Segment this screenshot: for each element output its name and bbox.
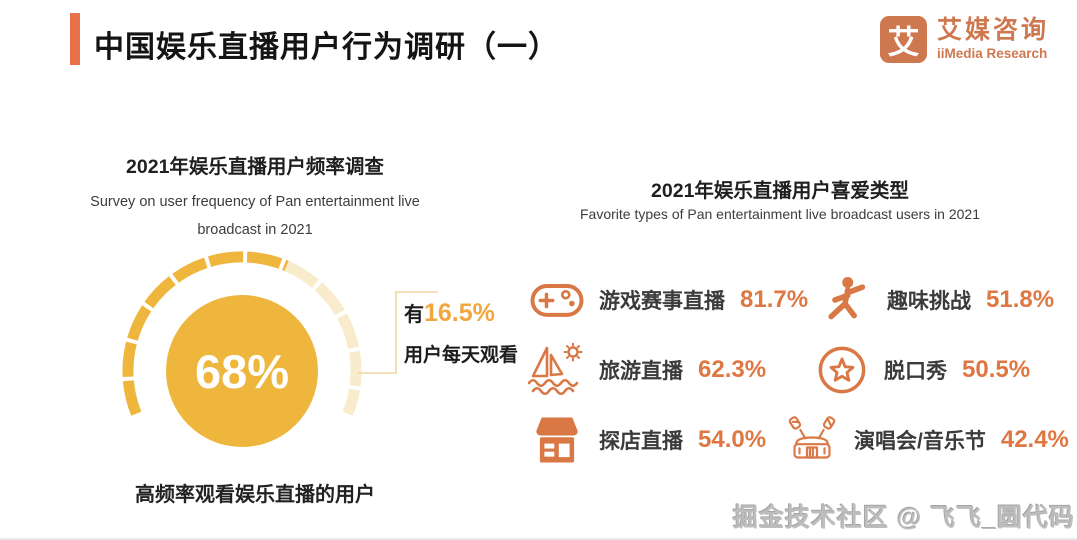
favorite-value: 62.3%	[698, 356, 767, 383]
favorite-item-shop: 探店直播 54.0%	[528, 409, 766, 471]
favorite-label: 旅游直播	[599, 360, 683, 383]
favorite-label: 游戏赛事直播	[599, 290, 725, 313]
iimedia-logo-icon: 艾	[879, 16, 927, 63]
left-chart-subtitle: Survey on user frequency of Pan entertai…	[90, 194, 420, 238]
favorite-label: 演唱会/音乐节	[854, 430, 986, 453]
gamepad-icon	[528, 278, 586, 322]
favorite-label: 脱口秀	[884, 360, 947, 383]
favorite-item-travel: 旅游直播 62.3%	[528, 339, 766, 401]
storefront-icon	[528, 415, 586, 465]
gauge-value: 68%	[195, 345, 289, 398]
gauge-annotation: 有16.5% 用户每天观看	[404, 298, 518, 367]
favorite-value: 51.8%	[986, 286, 1055, 313]
left-chart-title: 2021年娱乐直播用户频率调查	[126, 156, 384, 178]
logo-glyph: 艾	[887, 23, 920, 60]
watermark-text: 掘金技术社区 @ 飞飞_圆代码	[733, 504, 1076, 532]
annotation-value: 16.5%	[424, 299, 495, 327]
right-chart-subtitle: Favorite types of Pan entertainment live…	[580, 206, 980, 222]
logo-name-en: iiMedia Research	[936, 45, 1048, 61]
annotation-line1: 有16.5%	[404, 298, 518, 328]
favorite-label: 趣味挑战	[887, 290, 971, 313]
left-chart-caption: 高频率观看娱乐直播的用户	[135, 484, 375, 506]
title-accent-bar	[70, 13, 80, 65]
favorite-value: 81.7%	[740, 286, 809, 313]
favorite-item-concert: 演唱会/音乐节 42.4%	[783, 409, 1069, 471]
frequency-gauge-chart: 68%	[122, 251, 362, 447]
right-chart-title: 2021年娱乐直播用户喜爱类型	[651, 180, 909, 202]
star-badge-icon	[813, 345, 871, 395]
annotation-leader-line	[358, 291, 438, 374]
gauge-center-disc	[166, 295, 318, 447]
challenge-person-icon	[816, 275, 874, 325]
gauge-filled-arc	[122, 251, 289, 416]
favorite-value: 50.5%	[962, 356, 1031, 383]
logo-name-cn: 艾媒咨询	[936, 16, 1049, 45]
favorite-value: 42.4%	[1000, 426, 1069, 453]
favorite-item-challenge: 趣味挑战 51.8%	[816, 269, 1054, 331]
favorite-item-game: 游戏赛事直播 81.7%	[528, 269, 808, 331]
favorite-label: 探店直播	[599, 430, 683, 453]
logo-text: 艾媒咨询 iiMedia Research	[937, 17, 1049, 61]
favorite-value: 54.0%	[698, 426, 767, 453]
annotation-line2: 用户每天观看	[404, 345, 519, 366]
stage-icon	[783, 414, 841, 466]
sailboat-icon	[528, 343, 586, 397]
iimedia-logo: 艾 艾媒咨询 iiMedia Research	[879, 16, 1049, 63]
annotation-prefix: 有	[404, 304, 424, 326]
favorite-item-talkshow: 脱口秀 50.5%	[813, 339, 1030, 401]
page-title: 中国娱乐直播用户行为调研（一）	[94, 31, 559, 64]
gauge-track-arc	[284, 260, 362, 416]
